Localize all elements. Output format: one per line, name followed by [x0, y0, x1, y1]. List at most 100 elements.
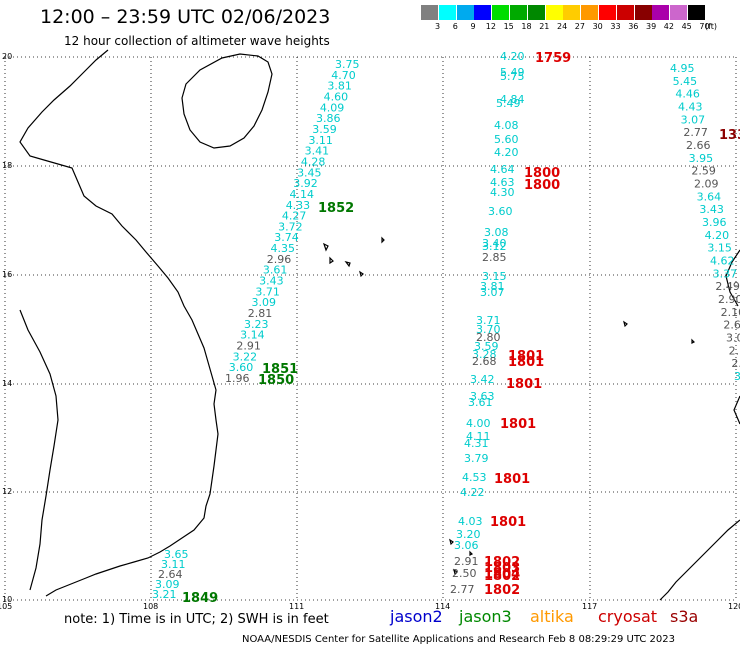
color-swatch-label: 70: [699, 22, 710, 31]
wave-height-value: 3.61: [468, 396, 493, 409]
wave-height-value: 4.43: [678, 101, 703, 114]
graticule: [4, 56, 737, 601]
wave-height-value: 3.0: [726, 332, 740, 345]
latitude-tick-label: 18: [2, 161, 13, 170]
wave-height-value: 3.07: [480, 286, 505, 299]
satellite-legend-item: jason2: [390, 607, 443, 626]
wave-height-value: 3.75: [335, 58, 360, 71]
wave-height-value: 2.66: [686, 139, 711, 152]
wave-height-value: 3.21: [152, 588, 177, 601]
wave-height-value: 3.81: [327, 80, 352, 93]
pass-time-label: 1801: [494, 472, 530, 487]
color-swatch: [688, 5, 705, 20]
wave-height-value: 4.11: [466, 430, 491, 443]
pass-time-label: 1852: [318, 201, 354, 216]
wave-height-value: 3.41: [305, 145, 330, 158]
color-swatch-label: 15: [503, 22, 514, 31]
wave-height-value: 2.49: [715, 280, 740, 293]
paracel-islands: [322, 236, 385, 278]
wave-height-value: 3.37: [713, 267, 738, 280]
wave-height-value: 3.43: [699, 203, 724, 216]
wave-height-value: 3.81: [480, 280, 505, 293]
color-swatch: [599, 5, 616, 20]
wave-height-labels: 3.754.703.814.604.093.863.593.113.414.28…: [152, 50, 740, 606]
gulf-of-thailand-coast: [19, 309, 59, 591]
wave-height-value: 5.60: [494, 133, 519, 146]
footer-credit: NOAA/NESDIS Center for Satellite Applica…: [242, 634, 675, 645]
palawan-coastline: [659, 519, 740, 601]
color-swatch: [456, 5, 474, 20]
color-swatch: [492, 5, 510, 20]
wave-height-value: 4.22: [460, 486, 485, 499]
color-swatch: [527, 5, 545, 20]
wave-height-value: 2.91: [236, 340, 261, 353]
wave-height-value: 4.20: [494, 146, 519, 159]
color-swatch-label: 21: [539, 22, 550, 31]
color-swatch-label: 6: [452, 22, 458, 31]
color-swatch: [421, 5, 438, 20]
wave-height-value: 3.42: [470, 373, 495, 386]
wave-height-value: 3.11: [308, 134, 333, 147]
wave-height-value: 3.70: [476, 323, 501, 336]
color-swatch: [545, 5, 563, 20]
wave-height-value: 2.: [729, 344, 740, 357]
latitude-tick-label: 12: [2, 487, 13, 496]
luzon-coastline: [725, 249, 740, 425]
wave-height-value: 3.60: [229, 361, 254, 374]
wave-height-value: 3.92: [293, 177, 318, 190]
wave-height-value: 3.09: [155, 578, 180, 591]
color-swatch-label: 39: [646, 22, 657, 31]
color-swatch: [438, 5, 456, 20]
color-swatch-label: 18: [521, 22, 532, 31]
wave-height-value: 3.12: [482, 240, 507, 253]
vietnam-coastline: [19, 49, 219, 597]
longitude-tick-label: 108: [143, 602, 159, 611]
wave-height-value: 5.45: [673, 75, 698, 88]
color-swatch-label: 42: [663, 22, 674, 31]
pass-time-label: 1759: [535, 51, 571, 66]
pass-time-label: 1849: [182, 591, 218, 606]
map-title: 12:00 – 23:59 UTC 02/06/2023: [40, 6, 331, 28]
wave-height-value: 4.95: [670, 62, 695, 75]
wave-height-value: 4.33: [286, 199, 311, 212]
coastline: [19, 49, 740, 601]
color-swatch: [670, 5, 688, 20]
wave-height-value: 4.28: [301, 155, 326, 168]
pass-time-label: 1801: [506, 377, 542, 392]
wave-height-value: 3.71: [255, 285, 280, 298]
wave-height-value: 3.86: [316, 112, 341, 125]
wave-height-value: 3.28: [472, 348, 497, 361]
wave-height-value: 4.70: [331, 69, 356, 82]
wave-height-value: 3.22: [233, 350, 258, 363]
color-swatch: [474, 5, 492, 20]
pass-time-label: 1801: [500, 417, 536, 432]
wave-height-value: 3.40: [482, 237, 507, 250]
wave-height-value: 4.62: [710, 255, 735, 268]
wave-height-value: 3.23: [244, 318, 269, 331]
latitude-tick-label: 16: [2, 270, 13, 279]
wave-height-value: 2.81: [248, 307, 272, 320]
color-swatch-label: 27: [574, 22, 585, 31]
spratly-islands: [449, 320, 696, 576]
wave-height-value: 4.00: [466, 417, 491, 430]
latitude-tick-label: 10: [2, 595, 13, 604]
latitude-tick-label: 20: [2, 52, 13, 61]
wave-height-value: 5.49: [500, 66, 525, 79]
wave-height-value: 2.77: [450, 583, 475, 596]
map-subtitle: 12 hour collection of altimeter wave hei…: [64, 34, 330, 48]
wave-height-value: 3.15: [482, 270, 507, 283]
wave-height-value: 4.20: [705, 229, 730, 242]
wave-height-value: 2.85: [482, 251, 507, 264]
wave-height-value: 2.90: [718, 293, 740, 306]
wave-height-value: 4.30: [490, 186, 515, 199]
wave-height-value: 3.79: [464, 452, 489, 465]
color-swatch-label: 36: [628, 22, 639, 31]
wave-height-value: 3.14: [240, 329, 265, 342]
wave-height-value: 4.09: [320, 101, 345, 114]
longitude-tick-label: 111: [289, 602, 305, 611]
wave-height-value: 4.64: [490, 163, 515, 176]
wave-height-value: 3.15: [707, 242, 732, 255]
wave-height-value: 3.45: [297, 166, 322, 179]
